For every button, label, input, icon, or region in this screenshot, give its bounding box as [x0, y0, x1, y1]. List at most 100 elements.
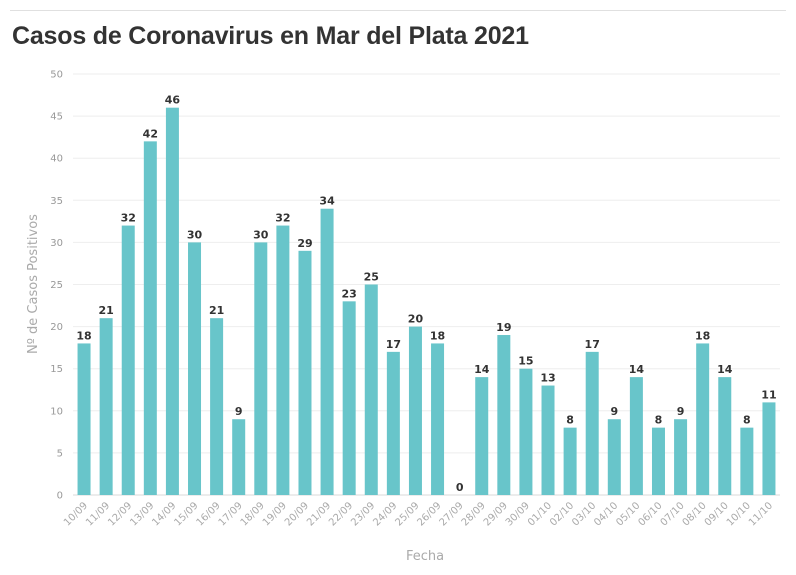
data-label: 46: [165, 94, 181, 107]
data-label: 18: [76, 329, 91, 342]
data-label: 0: [456, 481, 464, 494]
bar: [298, 250, 312, 495]
bar: [165, 107, 179, 496]
x-tick-label: 05/10: [614, 500, 642, 528]
bar: [475, 377, 489, 495]
bar: [762, 402, 776, 495]
bar: [320, 208, 334, 495]
x-tick-label: 11/09: [84, 500, 112, 528]
data-label: 20: [408, 313, 424, 326]
bar: [232, 419, 246, 495]
x-tick-label: 01/10: [526, 500, 554, 528]
data-labels: 18 21 32 42 46 30 21 9 30 32 29 34 23 25 17 20 18 0 14 19 15…: [76, 94, 776, 494]
data-label: 13: [540, 372, 555, 385]
data-label: 25: [364, 271, 379, 284]
x-tick-label: 08/10: [681, 500, 709, 528]
x-tick-label: 26/09: [416, 500, 444, 528]
x-tick-label: 23/09: [349, 500, 377, 528]
data-label: 14: [474, 363, 490, 376]
y-tick-label: 25: [50, 280, 63, 291]
bar: [188, 242, 202, 495]
data-label: 17: [585, 338, 600, 351]
data-label: 8: [743, 414, 751, 427]
bar: [431, 343, 445, 495]
data-label: 23: [342, 287, 357, 300]
x-tick-label: 11/10: [747, 500, 775, 528]
data-label: 15: [518, 355, 533, 368]
x-tick-label: 09/10: [703, 500, 731, 528]
bar: [585, 351, 599, 495]
x-tick-label: 13/09: [128, 500, 156, 528]
x-tick-label: 06/10: [636, 500, 664, 528]
data-label: 32: [121, 212, 136, 225]
y-tick-label: 5: [57, 448, 63, 459]
x-tick-label: 15/09: [172, 500, 200, 528]
x-tick-label: 30/09: [504, 500, 532, 528]
y-tick-label: 10: [50, 406, 63, 417]
y-tick-label: 35: [50, 196, 63, 207]
bar: [99, 318, 113, 495]
data-label: 14: [629, 363, 645, 376]
bar: [629, 377, 643, 495]
x-tick-label: 10/10: [725, 500, 753, 528]
data-label: 18: [695, 329, 710, 342]
bar: [143, 141, 157, 496]
y-axis-ticks: 0 5 10 15 20 25 30 35 40 45 50: [50, 70, 63, 502]
grid-lines: [73, 73, 780, 496]
data-label: 34: [319, 195, 335, 208]
x-tick-label: 27/09: [438, 500, 466, 528]
data-label: 9: [235, 405, 243, 418]
y-tick-label: 50: [50, 70, 63, 81]
bar: [364, 284, 378, 495]
y-tick-label: 40: [50, 154, 63, 165]
bar: [276, 225, 290, 495]
chart-title: Casos de Coronavirus en Mar del Plata 20…: [12, 22, 529, 50]
bar: [77, 343, 91, 495]
x-tick-label: 21/09: [305, 500, 333, 528]
data-label: 9: [677, 405, 685, 418]
data-label: 30: [187, 228, 203, 241]
x-tick-label: 12/09: [106, 500, 134, 528]
data-label: 9: [610, 405, 618, 418]
x-tick-label: 16/09: [195, 500, 223, 528]
x-tick-label: 04/10: [592, 500, 620, 528]
bar: [210, 318, 224, 495]
data-label: 8: [566, 414, 574, 427]
top-divider: [10, 10, 786, 11]
y-tick-label: 15: [50, 364, 63, 375]
data-label: 17: [386, 338, 401, 351]
bar: [718, 377, 732, 495]
y-axis-title: Nº de Casos Positivos: [26, 214, 41, 354]
data-label: 32: [275, 212, 290, 225]
data-label: 18: [430, 329, 445, 342]
x-axis-title: Fecha: [406, 549, 444, 564]
x-tick-label: 22/09: [327, 500, 355, 528]
x-tick-label: 25/09: [393, 500, 421, 528]
y-tick-label: 0: [57, 491, 63, 502]
data-label: 21: [98, 304, 113, 317]
data-label: 11: [761, 388, 776, 401]
x-tick-label: 07/10: [659, 500, 687, 528]
x-tick-label: 03/10: [570, 500, 598, 528]
bar: [408, 326, 422, 495]
bar: [651, 427, 665, 495]
data-label: 14: [717, 363, 733, 376]
bar: [607, 419, 621, 495]
data-label: 30: [253, 228, 269, 241]
x-axis-ticks: 10/0911/0912/0913/0914/0915/0916/0917/09…: [62, 500, 775, 528]
bar: [497, 335, 511, 495]
bar: [563, 427, 577, 495]
data-label: 21: [209, 304, 224, 317]
x-tick-label: 10/09: [62, 500, 90, 528]
data-label: 8: [655, 414, 663, 427]
bar: [254, 242, 268, 495]
x-tick-label: 02/10: [548, 500, 576, 528]
x-tick-label: 18/09: [239, 500, 267, 528]
bars: [77, 107, 776, 496]
bar: [740, 427, 754, 495]
bar: [386, 351, 400, 495]
x-tick-label: 29/09: [482, 500, 510, 528]
bar: [121, 225, 135, 495]
y-tick-label: 45: [50, 112, 63, 123]
